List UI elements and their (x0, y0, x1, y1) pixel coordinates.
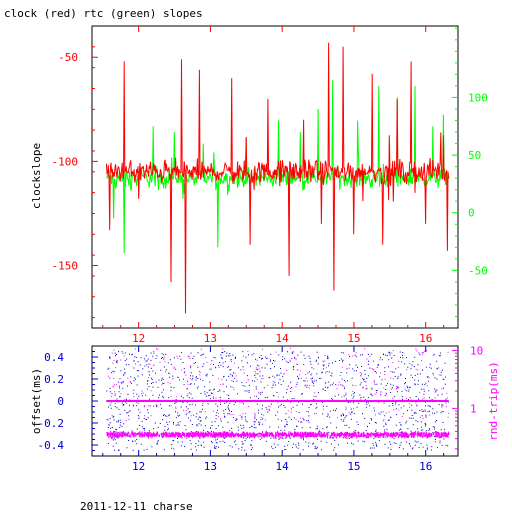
slopes-x-tick-label: 15 (347, 332, 360, 345)
roundtrip-band-points (106, 430, 450, 440)
slopes-plot-frame (91, 25, 459, 329)
offset-y-tick-label: -0.4 (38, 439, 65, 452)
slopes-x-tick-label: 16 (419, 332, 432, 345)
offset-x-tick-label: 13 (204, 460, 217, 473)
slopes-y-tick-label: -100 (52, 155, 79, 168)
roundtrip-y2-tick-label: 1 (470, 402, 477, 415)
offset-x-tick-label: 14 (276, 460, 290, 473)
slopes-y2-tick-label: 100 (468, 91, 488, 104)
slopes-x-tick-label: 14 (276, 332, 290, 345)
roundtrip-scatter-points (106, 347, 450, 422)
slopes-y2-tick-label: 50 (468, 149, 481, 162)
offset-axes: 12 13 14 15 16 -0.4 -0.2 0 0.2 0.4 1 10 (38, 345, 484, 473)
clock-slope-line (105, 42, 450, 314)
offset-y-tick-label: -0.2 (38, 417, 65, 430)
slopes-y-axis-label: clockslope (30, 143, 43, 209)
slopes-y2-tick-label: 0 (468, 207, 475, 220)
chart-title: clock (red) rtc (green) slopes (4, 7, 203, 20)
offset-y-tick-label: 0.4 (44, 351, 64, 364)
slopes-panel: 12 13 14 15 16 -150 -100 -50 -50 0 50 100 clockslop… (30, 25, 488, 345)
slopes-x-tick-label: 13 (204, 332, 217, 345)
slopes-y-tick-label: -150 (52, 260, 79, 273)
slopes-series-group (105, 42, 450, 314)
offset-y-axis-label: offset(ms) (30, 368, 43, 434)
slopes-x-tick-label: 12 (132, 332, 145, 345)
offset-x-tick-label: 16 (419, 460, 432, 473)
offset-series-group (106, 347, 450, 451)
slopes-y-tick-label: -50 (58, 51, 78, 64)
slopes-y2-tick-label: -50 (468, 264, 488, 277)
offset-y-tick-label: 0 (57, 395, 64, 408)
offset-x-tick-label: 12 (132, 460, 145, 473)
offset-y-tick-label: 0.2 (44, 373, 64, 386)
roundtrip-y2-tick-label: 10 (470, 345, 483, 358)
offset-x-tick-label: 15 (347, 460, 360, 473)
footer-date-host: 2011-12-11 charse (80, 500, 193, 512)
roundtrip-y-axis-label: rnd-trip(ms) (487, 361, 500, 440)
slopes-axes: 12 13 14 15 16 -150 -100 -50 -50 0 50 100 (52, 26, 488, 345)
